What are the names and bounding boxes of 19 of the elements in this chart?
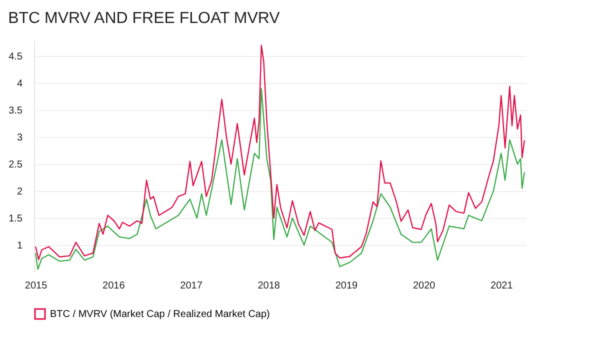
x-tick-label: 2017 (180, 280, 203, 292)
y-tick-label: 3.5 (8, 106, 23, 117)
y-tick-label: 3 (16, 132, 23, 144)
x-tick-label: 2019 (335, 280, 358, 292)
chart-title: BTC MVRV AND FREE FLOAT MVRV (8, 10, 280, 27)
y-tick-label: 2.5 (8, 160, 23, 171)
y-tick-label: 4 (16, 78, 23, 90)
y-tick-label: 1 (16, 240, 23, 252)
x-tick-label: 2015 (24, 280, 48, 292)
y-tick-label: 1.5 (8, 214, 23, 225)
line-series (34, 88, 526, 270)
x-tick-label: 2016 (102, 280, 126, 292)
y-tick-label: 2 (16, 186, 23, 198)
x-tick-label: 2020 (412, 280, 436, 292)
y-tick-label: 4.5 (8, 52, 23, 63)
x-tick-label: 2021 (490, 280, 514, 292)
line-series (34, 44, 526, 260)
x-tick-label: 2018 (258, 280, 280, 292)
legend-label: BTC / MVRV (Market Cap / Realized Market Cap) (50, 309, 270, 320)
